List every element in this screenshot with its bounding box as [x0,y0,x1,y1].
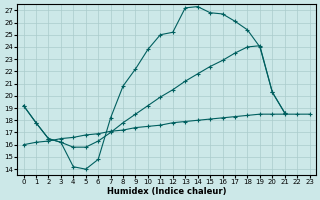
X-axis label: Humidex (Indice chaleur): Humidex (Indice chaleur) [107,187,226,196]
